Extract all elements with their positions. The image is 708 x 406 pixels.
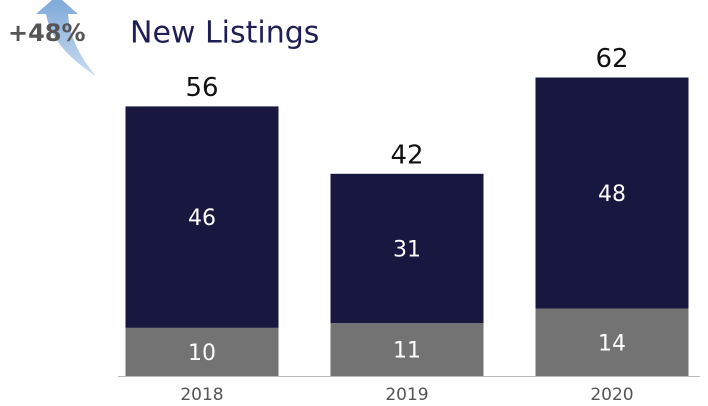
x-tick-label: 2020 — [590, 385, 633, 405]
total-label: 56 — [185, 73, 218, 103]
segment-label: 10 — [188, 341, 216, 366]
segment-label: 31 — [393, 237, 421, 262]
bar-segment — [330, 323, 484, 376]
x-tick-label: 2019 — [385, 385, 428, 405]
segment-label: 14 — [598, 331, 626, 356]
bar-segment — [125, 327, 279, 376]
trend-arrow — [36, 0, 96, 76]
bar-segment — [125, 106, 279, 328]
chart-title: New Listings — [130, 16, 319, 51]
bar-segment — [330, 173, 484, 324]
total-label: 62 — [595, 44, 628, 74]
segment-label: 46 — [188, 206, 216, 231]
bar-segment — [535, 77, 689, 309]
segment-label: 11 — [393, 339, 421, 364]
total-label: 42 — [390, 140, 423, 170]
segment-label: 48 — [598, 182, 626, 207]
bar-segment — [535, 308, 689, 376]
annotation: +48% — [8, 19, 86, 47]
x-tick-label: 2018 — [180, 385, 223, 405]
